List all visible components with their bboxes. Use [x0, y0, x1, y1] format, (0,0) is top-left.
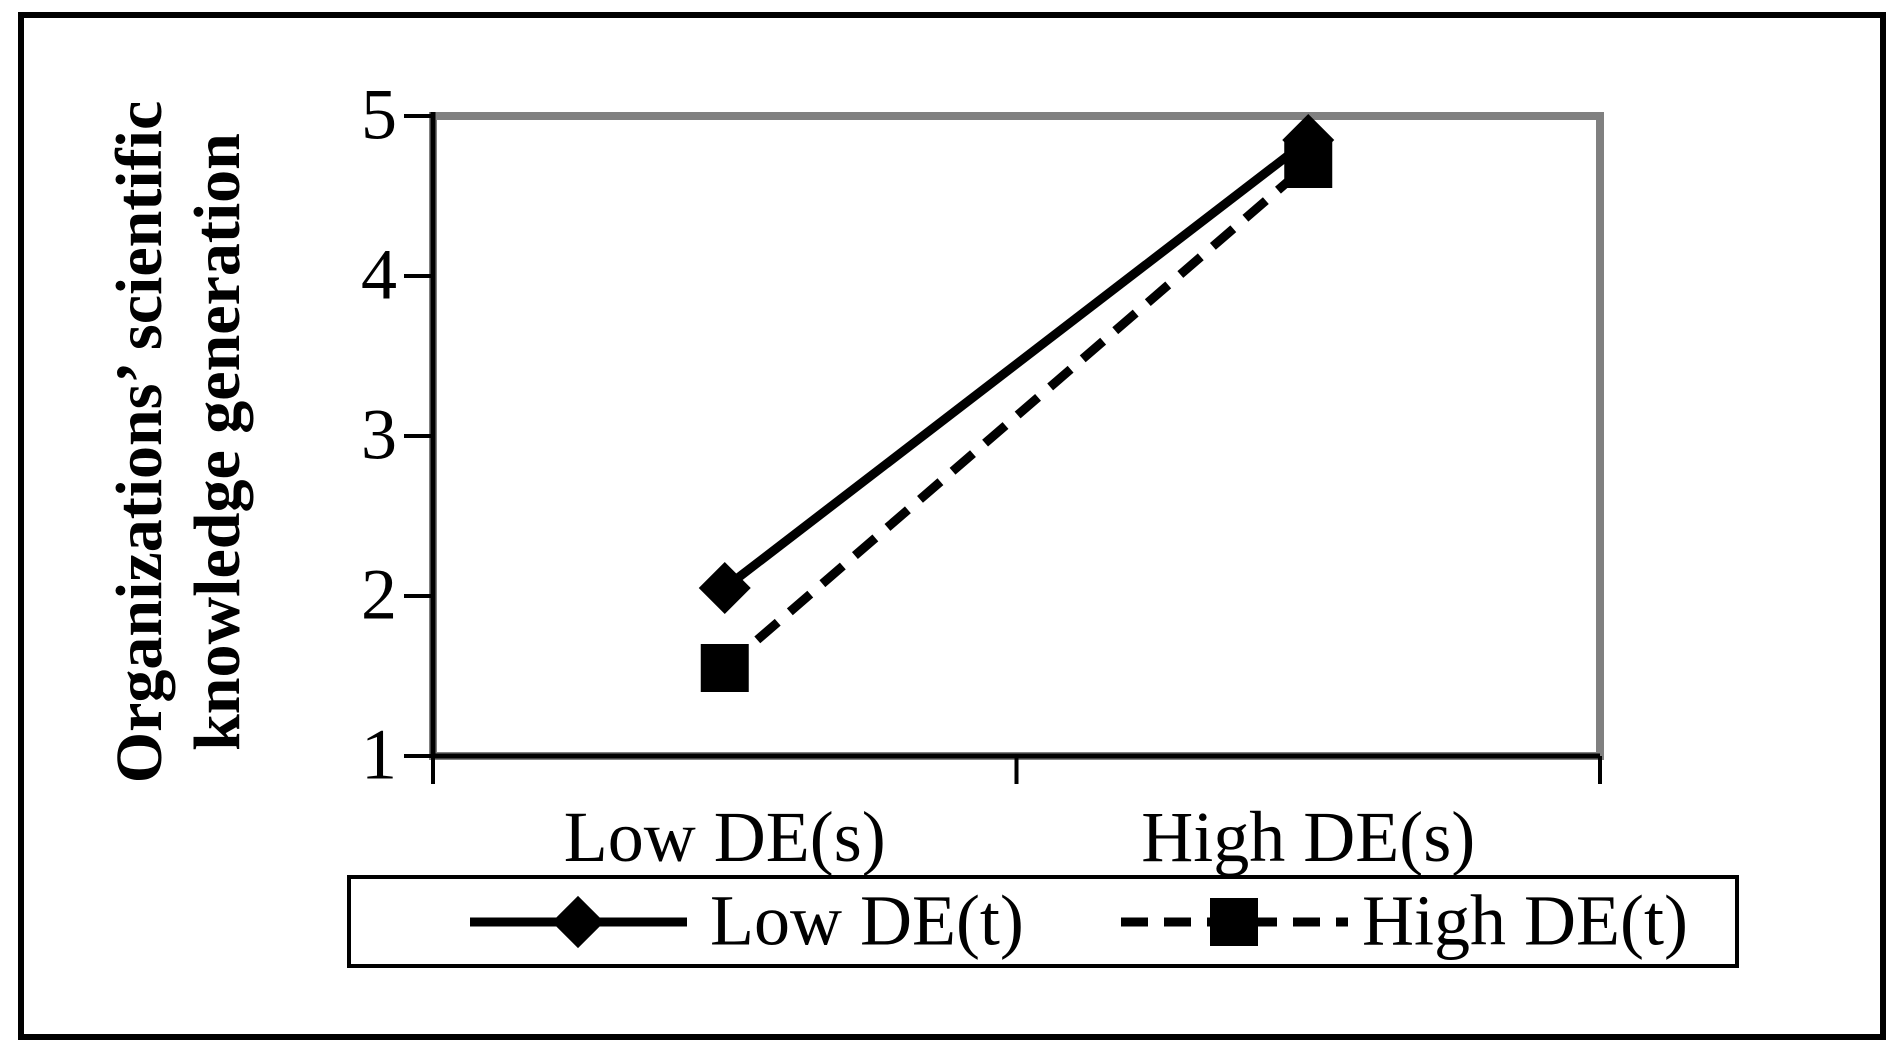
plot-border	[429, 112, 1604, 760]
y-tick-label: 4	[361, 234, 397, 315]
diamond-marker-icon	[551, 895, 605, 948]
square-marker-icon	[700, 644, 749, 692]
legend-box: Low DE(t) High DE(t)	[347, 875, 1739, 968]
figure-border	[18, 12, 1886, 1040]
series-line-low-det	[722, 136, 1311, 592]
y-tick-label: 1	[361, 714, 397, 795]
square-marker-icon	[1210, 897, 1258, 946]
y-tick-label: 5	[361, 74, 397, 155]
x-category-label: Low DE(s)	[563, 797, 886, 877]
diamond-marker-icon	[698, 562, 751, 614]
y-tick-label: 2	[361, 554, 397, 635]
y-tick-label: 3	[361, 394, 397, 475]
x-category-label: High DE(s)	[1141, 797, 1476, 877]
diamond-marker-icon	[1282, 114, 1335, 166]
legend-label-high-det: High DE(t)	[1362, 880, 1688, 961]
legend-label-low-det: Low DE(t)	[710, 880, 1024, 961]
series-line-high-det	[721, 160, 1312, 672]
